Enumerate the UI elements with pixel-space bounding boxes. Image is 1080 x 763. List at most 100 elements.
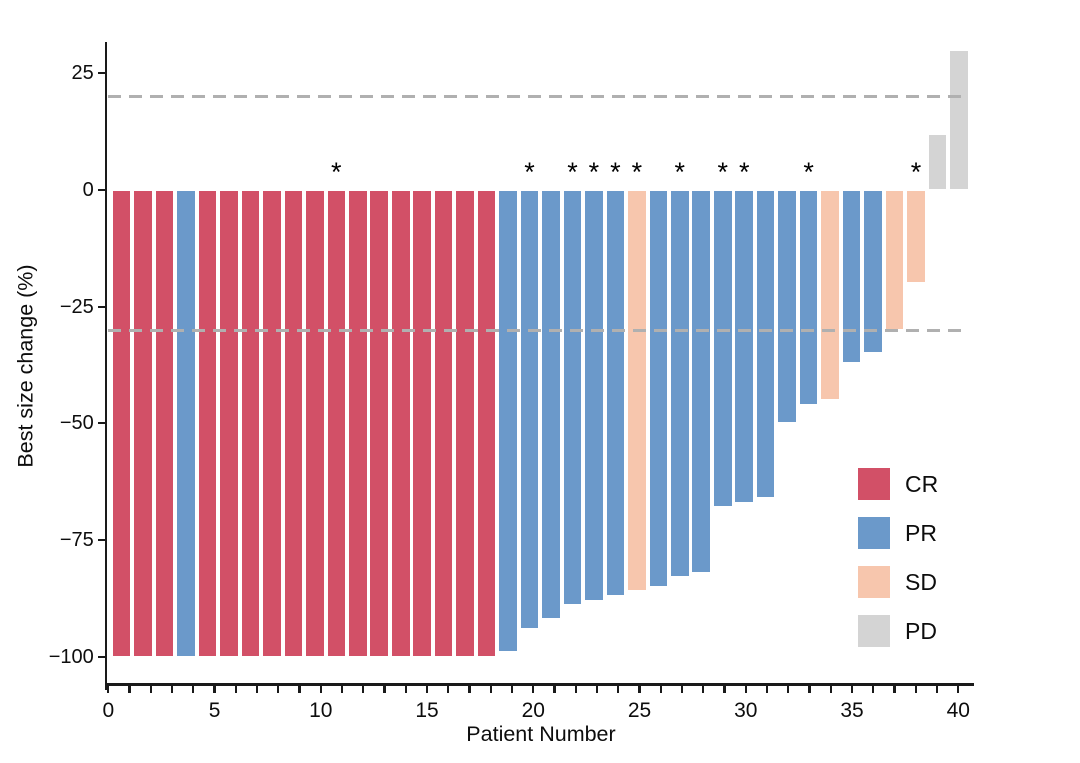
x-tick-27: [680, 685, 684, 693]
x-tick-21: [553, 685, 556, 693]
y-axis-line: [104, 42, 108, 690]
bar-patient-27: [670, 190, 690, 578]
bar-patient-26: [648, 190, 669, 587]
y-tick-0: [97, 188, 105, 192]
x-tick-label-25: 25: [627, 699, 652, 722]
x-tick-12: [362, 685, 365, 693]
x-tick-40: [957, 685, 960, 693]
bar-patient-1: [111, 190, 132, 657]
bar-patient-39: [927, 133, 948, 190]
x-tick-20: [532, 685, 535, 693]
bar-patient-3: [154, 190, 175, 657]
bar-patient-6: [219, 190, 239, 657]
x-axis-line: [104, 683, 974, 686]
x-tick-25: [638, 685, 641, 693]
x-tick-36: [872, 685, 875, 693]
x-tick-6: [234, 685, 237, 693]
bar-patient-21: [541, 190, 561, 620]
legend-label-PD: PD: [905, 618, 937, 644]
bar-patient-9: [283, 190, 304, 657]
y-tick--100: [97, 655, 105, 658]
x-tick-4: [192, 685, 195, 693]
y-tick-label--100: −100: [48, 645, 94, 668]
x-tick-31: [765, 685, 769, 693]
legend-label-CR: CR: [905, 471, 939, 497]
x-tick-29: [723, 685, 726, 693]
asterisk-patient-27: *: [674, 157, 686, 187]
x-tick-label-35: 35: [840, 699, 864, 722]
x-tick-9: [298, 685, 301, 693]
x-tick-5: [213, 685, 216, 693]
reference-line-20: [107, 95, 968, 99]
bar-patient-24: [605, 190, 626, 597]
asterisk-patient-11: *: [331, 157, 342, 187]
x-tick-30: [744, 685, 747, 693]
bar-patient-12: [347, 190, 368, 657]
x-tick-24: [617, 685, 620, 693]
x-axis-title: Patient Number: [466, 722, 616, 746]
bar-patient-30: [734, 190, 755, 503]
y-tick--75: [97, 539, 105, 542]
bar-patient-17: [455, 190, 475, 657]
x-tick-35: [850, 685, 854, 693]
asterisk-patient-20: *: [524, 157, 535, 187]
x-tick-2: [149, 685, 152, 693]
bar-patient-11: [326, 190, 347, 657]
x-tick-15: [425, 685, 429, 693]
bar-patient-14: [390, 190, 411, 657]
x-tick-label-40: 40: [946, 699, 970, 722]
bar-patient-7: [240, 190, 261, 657]
bar-patient-4: [176, 190, 196, 657]
x-tick-26: [659, 685, 662, 693]
y-axis-title: Best size change (%): [13, 264, 38, 468]
bar-patient-37: [884, 190, 905, 331]
x-tick-label-15: 15: [415, 699, 439, 722]
bar-patient-2: [133, 190, 153, 657]
bar-patient-10: [305, 190, 325, 657]
asterisk-patient-29: *: [717, 157, 728, 187]
asterisk-patient-25: *: [631, 157, 643, 187]
y-tick-label-25: 25: [71, 62, 94, 85]
x-tick-label-5: 5: [208, 699, 221, 722]
bar-patient-16: [433, 190, 454, 657]
legend: CR PR SD PD: [858, 468, 938, 664]
x-tick-14: [404, 685, 407, 693]
x-tick-22: [574, 685, 577, 693]
bar-patient-29: [712, 190, 733, 508]
x-tick-8: [277, 685, 280, 693]
x-tick-39: [935, 685, 939, 693]
x-tick-7: [255, 685, 259, 693]
bar-patient-32: [777, 190, 797, 424]
bar-patient-8: [262, 190, 282, 657]
x-tick-37: [893, 685, 896, 693]
asterisk-patient-23: *: [588, 157, 600, 187]
x-tick-0: [107, 685, 110, 693]
y-tick-label--50: −50: [59, 412, 94, 435]
bar-patient-40: [949, 49, 969, 190]
x-tick-28: [702, 685, 705, 693]
asterisk-patient-38: *: [910, 157, 922, 187]
bar-patient-23: [584, 190, 604, 601]
bar-patient-25: [627, 190, 647, 592]
y-tick-25: [97, 72, 105, 75]
x-tick-23: [595, 685, 599, 693]
x-tick-1: [128, 685, 131, 693]
asterisk-patient-30: *: [738, 157, 750, 187]
asterisk-patient-33: *: [803, 157, 814, 187]
legend-swatch-SD: [858, 566, 890, 598]
bar-patient-34: [820, 190, 840, 401]
x-tick-34: [829, 685, 832, 693]
bar-patient-15: [412, 190, 432, 657]
asterisk-patient-22: *: [567, 157, 578, 187]
x-tick-label-10: 10: [309, 699, 333, 722]
bar-patient-31: [755, 190, 776, 499]
x-tick-3: [170, 685, 174, 693]
bar-patient-20: [519, 190, 540, 629]
legend-label-SD: SD: [905, 569, 937, 595]
x-tick-38: [914, 685, 917, 693]
x-tick-17: [468, 685, 471, 693]
bar-patient-33: [798, 190, 819, 405]
x-tick-32: [787, 685, 790, 693]
y-tick--25: [97, 305, 105, 308]
